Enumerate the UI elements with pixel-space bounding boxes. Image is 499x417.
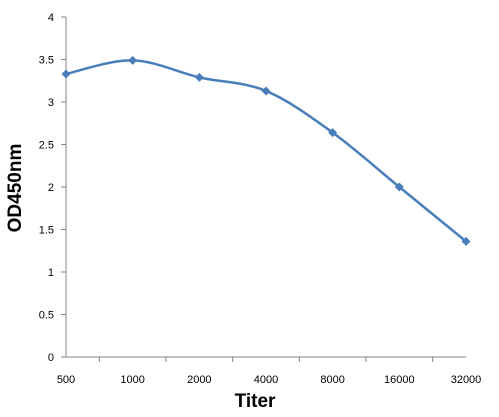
y-tick-label: 4 — [48, 12, 54, 24]
series-markers — [61, 55, 471, 246]
data-point-marker — [194, 72, 204, 82]
x-tick-label: 500 — [57, 374, 75, 386]
y-tick-label: 3 — [48, 97, 54, 109]
data-point-marker — [461, 236, 471, 246]
y-axis-ticks: 0 0.5 1 1.5 2 2.5 3 3.5 4 — [39, 12, 66, 364]
data-point-marker — [261, 86, 271, 96]
data-point-marker — [328, 128, 338, 138]
y-tick-label: 1.5 — [39, 225, 54, 237]
y-tick-label: 2.5 — [39, 140, 54, 152]
x-tick-label: 8000 — [320, 374, 344, 386]
x-axis-ticks: 500 1000 2000 4000 8000 16000 32000 — [57, 357, 481, 386]
y-tick-label: 0.5 — [39, 310, 54, 322]
x-tick-label: 1000 — [120, 374, 144, 386]
x-tick-label: 2000 — [187, 374, 211, 386]
data-point-marker — [61, 69, 71, 79]
data-point-marker — [394, 182, 404, 192]
x-tick-label: 32000 — [451, 374, 482, 386]
y-tick-label: 2 — [48, 182, 54, 194]
x-tick-label: 4000 — [254, 374, 278, 386]
y-tick-label: 3.5 — [39, 55, 54, 67]
data-point-marker — [128, 55, 138, 65]
y-tick-label: 1 — [48, 267, 54, 279]
y-tick-label: 0 — [48, 352, 54, 364]
x-axis-title: Titer — [235, 391, 276, 412]
x-tick-label: 16000 — [384, 374, 415, 386]
y-axis-title: OD450nm — [5, 144, 26, 233]
